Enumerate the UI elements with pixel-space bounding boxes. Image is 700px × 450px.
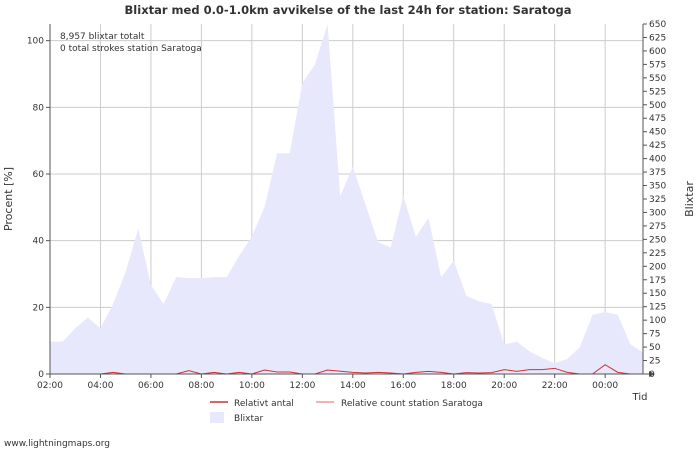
y-axis-left-label: Procent [%] <box>2 167 15 231</box>
y-left-tick-label-0: 0 <box>38 370 44 380</box>
x-tick-label-0: 02:00 <box>37 381 63 391</box>
y-right-tick-label-19: 475 <box>649 114 666 124</box>
x-tick-label-2: 06:00 <box>138 381 164 391</box>
legend: Relativt antal Relative count station Sa… <box>210 399 483 424</box>
y-right-tick-label-16: 400 <box>649 155 666 165</box>
y-right-tick-label-26: 650 <box>649 20 666 30</box>
chart-title: Blixtar med 0.0-1.0km avvikelse of the l… <box>125 3 572 17</box>
y-left-tick-label-5: 100 <box>27 37 44 47</box>
y-right-tick-label-1: 25 <box>649 357 660 367</box>
legend-label-blixtar: Blixtar <box>234 414 264 424</box>
y-axis-right-ticks: 0 25 50 75 100 125 150 175 200 225 250 275 300 325 350… <box>643 20 666 380</box>
y-right-tick-label-4: 100 <box>649 316 666 326</box>
y-right-tick-label-23: 575 <box>649 60 666 70</box>
x-tick-label-1: 04:00 <box>87 381 113 391</box>
y-right-tick-label-7: 175 <box>649 276 666 286</box>
x-tick-label-5: 12:00 <box>289 381 315 391</box>
y-axis-left-ticks: 0 20 40 60 80 100 <box>27 37 50 380</box>
y-right-tick-label-17: 425 <box>649 141 666 151</box>
y-right-tick-label-21: 525 <box>649 87 666 97</box>
y-right-tick-label-10: 250 <box>649 235 666 245</box>
x-tick-label-6: 14:00 <box>340 381 366 391</box>
y-axis-right-label: Blixtar <box>683 181 696 217</box>
x-tick-label-3: 08:00 <box>188 381 214 391</box>
y-right-tick-label-2: 50 <box>649 343 661 353</box>
y-right-tick-label-13: 325 <box>649 195 666 205</box>
legend-swatch-blixtar <box>210 412 224 423</box>
x-axis-ticks: 02:00 04:00 06:00 08:00 10:00 12:00 14:00 16:00… <box>37 374 618 391</box>
legend-label-relativt: Relativt antal <box>234 399 294 409</box>
y-right-tick-label-24: 600 <box>649 47 666 57</box>
y-right-tick-label-5: 125 <box>649 303 666 313</box>
annotation-station: 0 total strokes station Saratoga <box>60 44 202 54</box>
y-right-tick-label-6: 150 <box>649 289 666 299</box>
annotation-total: 8,957 blixtar totalt <box>60 32 145 42</box>
y-right-tick-label-9: 225 <box>649 249 666 259</box>
x-tick-label-7: 16:00 <box>390 381 416 391</box>
x-tick-label-8: 18:00 <box>441 381 467 391</box>
y-right-tick-label-14: 350 <box>649 182 666 192</box>
blixtar-area <box>50 24 643 374</box>
y-left-tick-label-1: 20 <box>33 303 45 313</box>
x-axis-label: Tid <box>632 392 648 403</box>
y-right-tick-label-15: 375 <box>649 168 666 178</box>
x-tick-label-10: 22:00 <box>542 381 568 391</box>
legend-label-station: Relative count station Saratoga <box>341 399 483 409</box>
y-right-tick-label-0: 0 <box>649 370 655 380</box>
y-right-tick-label-12: 300 <box>649 208 666 218</box>
y-left-tick-label-3: 60 <box>33 170 45 180</box>
y-right-tick-label-20: 500 <box>649 101 666 111</box>
y-right-tick-label-22: 550 <box>649 74 666 84</box>
x-tick-label-11: 00:00 <box>592 381 618 391</box>
y-right-tick-label-18: 450 <box>649 128 666 138</box>
y-right-tick-label-3: 75 <box>649 330 660 340</box>
y-right-tick-label-25: 625 <box>649 33 666 43</box>
relativt-antal-line <box>50 364 631 375</box>
footer-credit: www.lightningmaps.org <box>4 439 110 449</box>
y-left-tick-label-2: 40 <box>33 237 45 247</box>
y-right-tick-label-8: 200 <box>649 262 666 272</box>
y-left-tick-label-4: 80 <box>33 103 45 113</box>
x-tick-label-9: 20:00 <box>491 381 517 391</box>
x-tick-label-4: 10:00 <box>239 381 265 391</box>
x-axis-arrow <box>649 371 655 377</box>
area-layer <box>50 24 643 374</box>
y-right-tick-label-11: 275 <box>649 222 666 232</box>
